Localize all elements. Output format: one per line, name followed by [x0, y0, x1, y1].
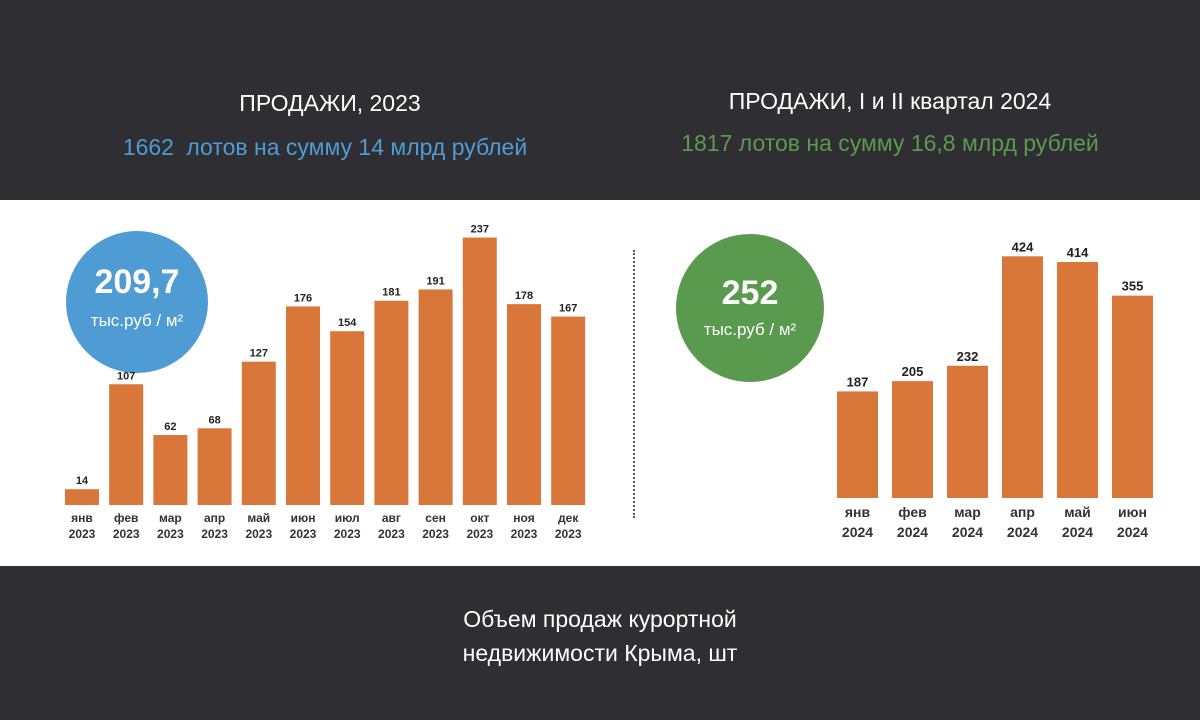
chart-2024-bar [1112, 295, 1153, 498]
right-badge-value: 252 [721, 274, 779, 312]
chart-2023-bar [197, 428, 232, 505]
chart-2023-data-label: 237 [471, 224, 489, 236]
chart-2023-bar [241, 361, 276, 505]
chart-2024-data-label: 355 [1122, 279, 1144, 294]
chart-2023-month-label: мар [159, 511, 182, 525]
chart-2024-year-label: 2024 [1117, 524, 1148, 540]
chart-2023-year-label: 2023 [201, 527, 228, 541]
chart-2023-month-label: май [247, 511, 270, 525]
right-panel-subtitle: 1817 лотов на сумму 16,8 млрд рублей [681, 130, 1099, 156]
chart-2023-data-label: 178 [515, 290, 533, 302]
left-subtitle-text: лотов на сумму 14 млрд рублей [186, 134, 528, 160]
chart-2023-data-label: 191 [426, 275, 444, 287]
chart-2023-bar [153, 435, 188, 505]
caption-band [0, 566, 1200, 720]
chart-caption: Объем продаж курортной недвижимости Крым… [0, 602, 1200, 670]
chart-2023-bar [418, 289, 453, 505]
chart-2024-month-label: июн [1118, 504, 1147, 520]
chart-2023-data-label: 68 [208, 414, 220, 426]
right-price-badge: 252 тыс.руб / м² [676, 234, 824, 382]
chart-2023-bar [462, 237, 497, 505]
chart-2023-month-label: ноя [513, 511, 534, 525]
chart-2024-month-label: фев [898, 504, 927, 520]
chart-2023-year-label: 2023 [511, 527, 538, 541]
chart-2023-year-label: 2023 [334, 527, 361, 541]
right-badge-unit: тыс.руб / м² [703, 320, 797, 339]
chart-2023-bar [551, 316, 586, 505]
chart-2023-data-label: 181 [382, 287, 400, 299]
chart-2023-bar [330, 331, 365, 505]
chart-2023-year-label: 2023 [69, 527, 96, 541]
chart-2023-month-label: окт [470, 511, 489, 525]
chart-2023-month-label: сен [425, 511, 446, 525]
chart-2024-year-label: 2024 [897, 524, 928, 540]
chart-2023-year-label: 2023 [113, 527, 140, 541]
chart-2024-data-label: 232 [957, 349, 979, 364]
chart-2023-data-label: 167 [559, 303, 577, 315]
right-panel-title: ПРОДАЖИ, I и II квартал 2024 [728, 88, 1052, 114]
chart-2023-month-label: янв [71, 511, 93, 525]
chart-2024-bar [1002, 256, 1043, 498]
chart-2023-month-label: авг [382, 511, 401, 525]
header-band [0, 0, 1200, 200]
chart-2023-data-label: 176 [294, 292, 312, 304]
left-subtitle-count: 1662 [122, 134, 174, 160]
chart-2023-month-label: дек [558, 511, 579, 525]
chart-2024-year-label: 2024 [842, 524, 873, 540]
chart-2024-data-label: 205 [902, 364, 924, 379]
chart-2023-year-label: 2023 [378, 527, 405, 541]
chart-2023-year-label: 2023 [290, 527, 317, 541]
left-panel-subtitle: 1662 лотов на сумму 14 млрд рублей [60, 134, 590, 161]
chart-2024-bar [1057, 262, 1098, 498]
chart-2024-bar [837, 391, 878, 498]
chart-2023-month-label: июн [291, 511, 316, 525]
chart-2023-bar [286, 306, 320, 505]
chart-2024-month-label: апр [1010, 504, 1035, 520]
caption-line-1: Объем продаж курортной [463, 606, 737, 632]
chart-2024-data-label: 187 [847, 374, 869, 389]
chart-2024-month-label: май [1064, 504, 1091, 520]
chart-2024-data-label: 414 [1067, 245, 1089, 260]
chart-2023-data-label: 127 [250, 348, 268, 360]
chart-2024-bar [892, 381, 933, 498]
chart-2023-year-label: 2023 [157, 527, 184, 541]
chart-2023-data-label: 62 [164, 421, 176, 433]
caption-line-2: недвижимости Крыма, шт [462, 640, 738, 666]
chart-2023-year-label: 2023 [466, 527, 493, 541]
chart-2024-bar [947, 365, 988, 498]
chart-2024-year-label: 2024 [1007, 524, 1038, 540]
chart-2023-bar [109, 384, 144, 505]
chart-2023-year-label: 2023 [555, 527, 582, 541]
chart-2024-month-label: янв [845, 504, 871, 520]
left-price-badge: 209,7 тыс.руб / м² [66, 231, 208, 373]
chart-2023-data-label: 14 [76, 475, 89, 487]
chart-2024-year-label: 2024 [1062, 524, 1093, 540]
chart-2023-month-label: июл [335, 511, 360, 525]
left-badge-unit: тыс.руб / м² [90, 311, 184, 330]
chart-2023-month-label: апр [204, 511, 225, 525]
chart-2023-year-label: 2023 [245, 527, 272, 541]
panel-divider [633, 250, 635, 518]
chart-2023-data-label: 107 [117, 370, 135, 382]
chart-2024-data-label: 424 [1012, 239, 1034, 254]
chart-2024-month-label: мар [954, 504, 981, 520]
chart-2023-year-label: 2023 [422, 527, 449, 541]
left-panel-title: ПРОДАЖИ, 2023 [239, 90, 421, 116]
chart-2024-year-label: 2024 [952, 524, 983, 540]
chart-2023-month-label: фев [114, 511, 138, 525]
chart-2023-bar [374, 300, 409, 505]
left-badge-value: 209,7 [94, 263, 180, 301]
chart-2023-bar [507, 304, 541, 505]
chart-2023-data-label: 154 [338, 317, 357, 329]
chart-2023-bar [65, 489, 99, 505]
